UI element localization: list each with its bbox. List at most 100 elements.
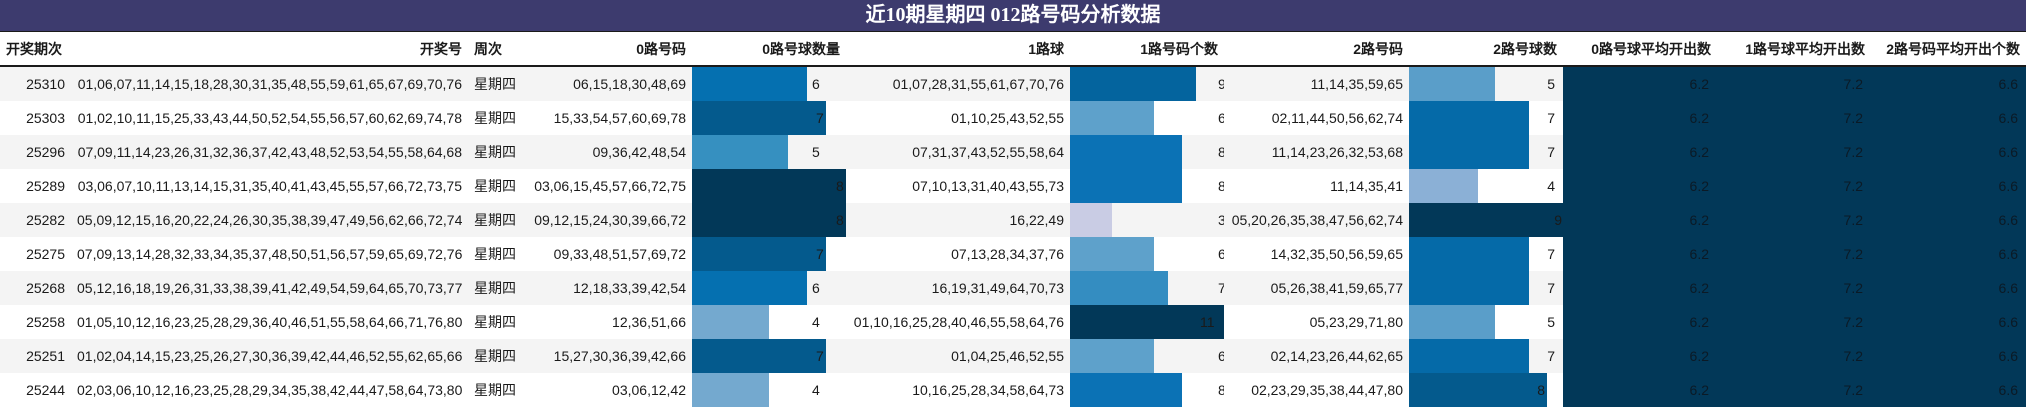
route2-count-bar-cell: 7 (1409, 101, 1563, 135)
route1-avg-cell: 7.2 (1717, 305, 1871, 339)
count-value: 7 (1547, 246, 1555, 262)
count-bar (1409, 203, 1563, 237)
table-row: 25282 05,09,12,15,16,20,22,24,26,30,35,3… (0, 203, 2026, 237)
table-row: 25310 01,06,07,11,14,15,18,28,30,31,35,4… (0, 66, 2026, 101)
header-issue[interactable]: 开奖期次 (0, 32, 71, 67)
header-route2-avg[interactable]: 2路号码平均开出个数 (1871, 32, 2026, 67)
route2-numbers-cell: 05,26,38,41,59,65,77 (1224, 271, 1409, 305)
route1-avg-cell: 7.2 (1717, 373, 1871, 407)
route0-count-bar-cell: 7 (692, 339, 846, 373)
count-value: 9 (1554, 212, 1562, 228)
route2-avg-cell: 6.6 (1871, 237, 2026, 271)
count-bar (692, 135, 788, 169)
issue-cell: 25251 (0, 339, 71, 373)
count-bar (692, 271, 807, 305)
route2-numbers-cell: 11,14,35,41 (1224, 169, 1409, 203)
header-route0-avg[interactable]: 0路号球平均开出数 (1563, 32, 1717, 67)
route1-count-bar-cell: 7 (1070, 271, 1224, 305)
count-value: 4 (812, 382, 820, 398)
route2-count-bar-cell: 4 (1409, 169, 1563, 203)
count-bar (692, 339, 826, 373)
count-value: 8 (836, 178, 844, 194)
header-route1-numbers[interactable]: 1路球 (846, 32, 1070, 67)
weekday-cell: 星期四 (468, 237, 523, 271)
count-value: 11 (1200, 314, 1215, 330)
count-bar (1409, 237, 1529, 271)
route1-avg-cell: 7.2 (1717, 135, 1871, 169)
numbers-cell: 07,09,11,14,23,26,31,32,36,37,42,43,48,5… (71, 135, 468, 169)
header-route2-count[interactable]: 2路号球数 (1409, 32, 1563, 67)
route1-numbers-cell: 07,13,28,34,37,76 (846, 237, 1070, 271)
numbers-cell: 07,09,13,14,28,32,33,34,35,37,48,50,51,5… (71, 237, 468, 271)
route2-avg-cell: 6.6 (1871, 305, 2026, 339)
count-bar (1070, 203, 1112, 237)
table-row: 25289 03,06,07,10,11,13,14,15,31,35,40,4… (0, 169, 2026, 203)
table-row: 25244 02,03,06,10,12,16,23,25,28,29,34,3… (0, 373, 2026, 407)
count-bar (1409, 135, 1529, 169)
route2-avg-cell: 6.6 (1871, 66, 2026, 101)
count-value: 9 (1218, 67, 1224, 101)
route2-avg-cell: 6.6 (1871, 373, 2026, 407)
route1-numbers-cell: 01,10,16,25,28,40,46,55,58,64,76 (846, 305, 1070, 339)
route2-count-bar-cell: 7 (1409, 339, 1563, 373)
numbers-cell: 01,02,04,14,15,23,25,26,27,30,36,39,42,4… (71, 339, 468, 373)
count-value: 6 (812, 280, 820, 296)
route0-numbers-cell: 09,36,42,48,54 (523, 135, 692, 169)
table-row: 25275 07,09,13,14,28,32,33,34,35,37,48,5… (0, 237, 2026, 271)
count-bar (1070, 271, 1168, 305)
header-route0-count[interactable]: 0路号球数量 (692, 32, 846, 67)
header-route0-numbers[interactable]: 0路号码 (523, 32, 692, 67)
route1-avg-cell: 7.2 (1717, 271, 1871, 305)
route2-numbers-cell: 02,11,44,50,56,62,74 (1224, 101, 1409, 135)
route2-count-bar-cell: 5 (1409, 66, 1563, 101)
route1-avg-cell: 7.2 (1717, 237, 1871, 271)
header-numbers[interactable]: 开奖号 (71, 32, 468, 67)
route0-count-bar-cell: 8 (692, 169, 846, 203)
route1-avg-cell: 7.2 (1717, 339, 1871, 373)
weekday-cell: 星期四 (468, 271, 523, 305)
header-route1-count[interactable]: 1路号码个数 (1070, 32, 1224, 67)
count-value: 7 (816, 110, 824, 126)
count-bar (1409, 169, 1478, 203)
count-bar (1409, 101, 1529, 135)
weekday-cell: 星期四 (468, 305, 523, 339)
route1-count-bar-cell: 9 (1070, 66, 1224, 101)
count-bar (692, 237, 826, 271)
table-row: 25296 07,09,11,14,23,26,31,32,36,37,42,4… (0, 135, 2026, 169)
header-route1-avg[interactable]: 1路号球平均开出数 (1717, 32, 1871, 67)
route2-numbers-cell: 11,14,35,59,65 (1224, 66, 1409, 101)
route1-avg-cell: 7.2 (1717, 203, 1871, 237)
header-weekday[interactable]: 周次 (468, 32, 523, 67)
issue-cell: 25258 (0, 305, 71, 339)
count-value: 6 (1218, 246, 1224, 262)
issue-cell: 25275 (0, 237, 71, 271)
route2-avg-cell: 6.6 (1871, 203, 2026, 237)
route1-count-bar-cell: 8 (1070, 373, 1224, 407)
count-value: 7 (1547, 348, 1555, 364)
header-route2-numbers[interactable]: 2路号码 (1224, 32, 1409, 67)
route1-count-bar-cell: 6 (1070, 339, 1224, 373)
route1-count-bar-cell: 8 (1070, 135, 1224, 169)
route0-count-bar-cell: 8 (692, 203, 846, 237)
issue-cell: 25303 (0, 101, 71, 135)
route2-count-bar-cell: 8 (1409, 373, 1563, 407)
route0-count-bar-cell: 4 (692, 305, 846, 339)
route0-avg-cell: 6.2 (1563, 305, 1717, 339)
route2-avg-cell: 6.6 (1871, 271, 2026, 305)
route2-count-bar-cell: 9 (1409, 203, 1563, 237)
count-bar (1409, 271, 1529, 305)
route1-avg-cell: 7.2 (1717, 101, 1871, 135)
count-bar (1070, 305, 1224, 339)
route0-numbers-cell: 12,36,51,66 (523, 305, 692, 339)
count-value: 6 (812, 76, 820, 92)
numbers-cell: 01,06,07,11,14,15,18,28,30,31,35,48,55,5… (71, 66, 468, 101)
route0-avg-cell: 6.2 (1563, 373, 1717, 407)
count-bar (692, 305, 769, 339)
route1-avg-cell: 7.2 (1717, 66, 1871, 101)
count-bar (1070, 339, 1154, 373)
weekday-cell: 星期四 (468, 135, 523, 169)
issue-cell: 25289 (0, 169, 71, 203)
issue-cell: 25268 (0, 271, 71, 305)
analysis-table: 开奖期次 开奖号 周次 0路号码 0路号球数量 1路球 1路号码个数 2路号码 … (0, 32, 2026, 407)
issue-cell: 25282 (0, 203, 71, 237)
